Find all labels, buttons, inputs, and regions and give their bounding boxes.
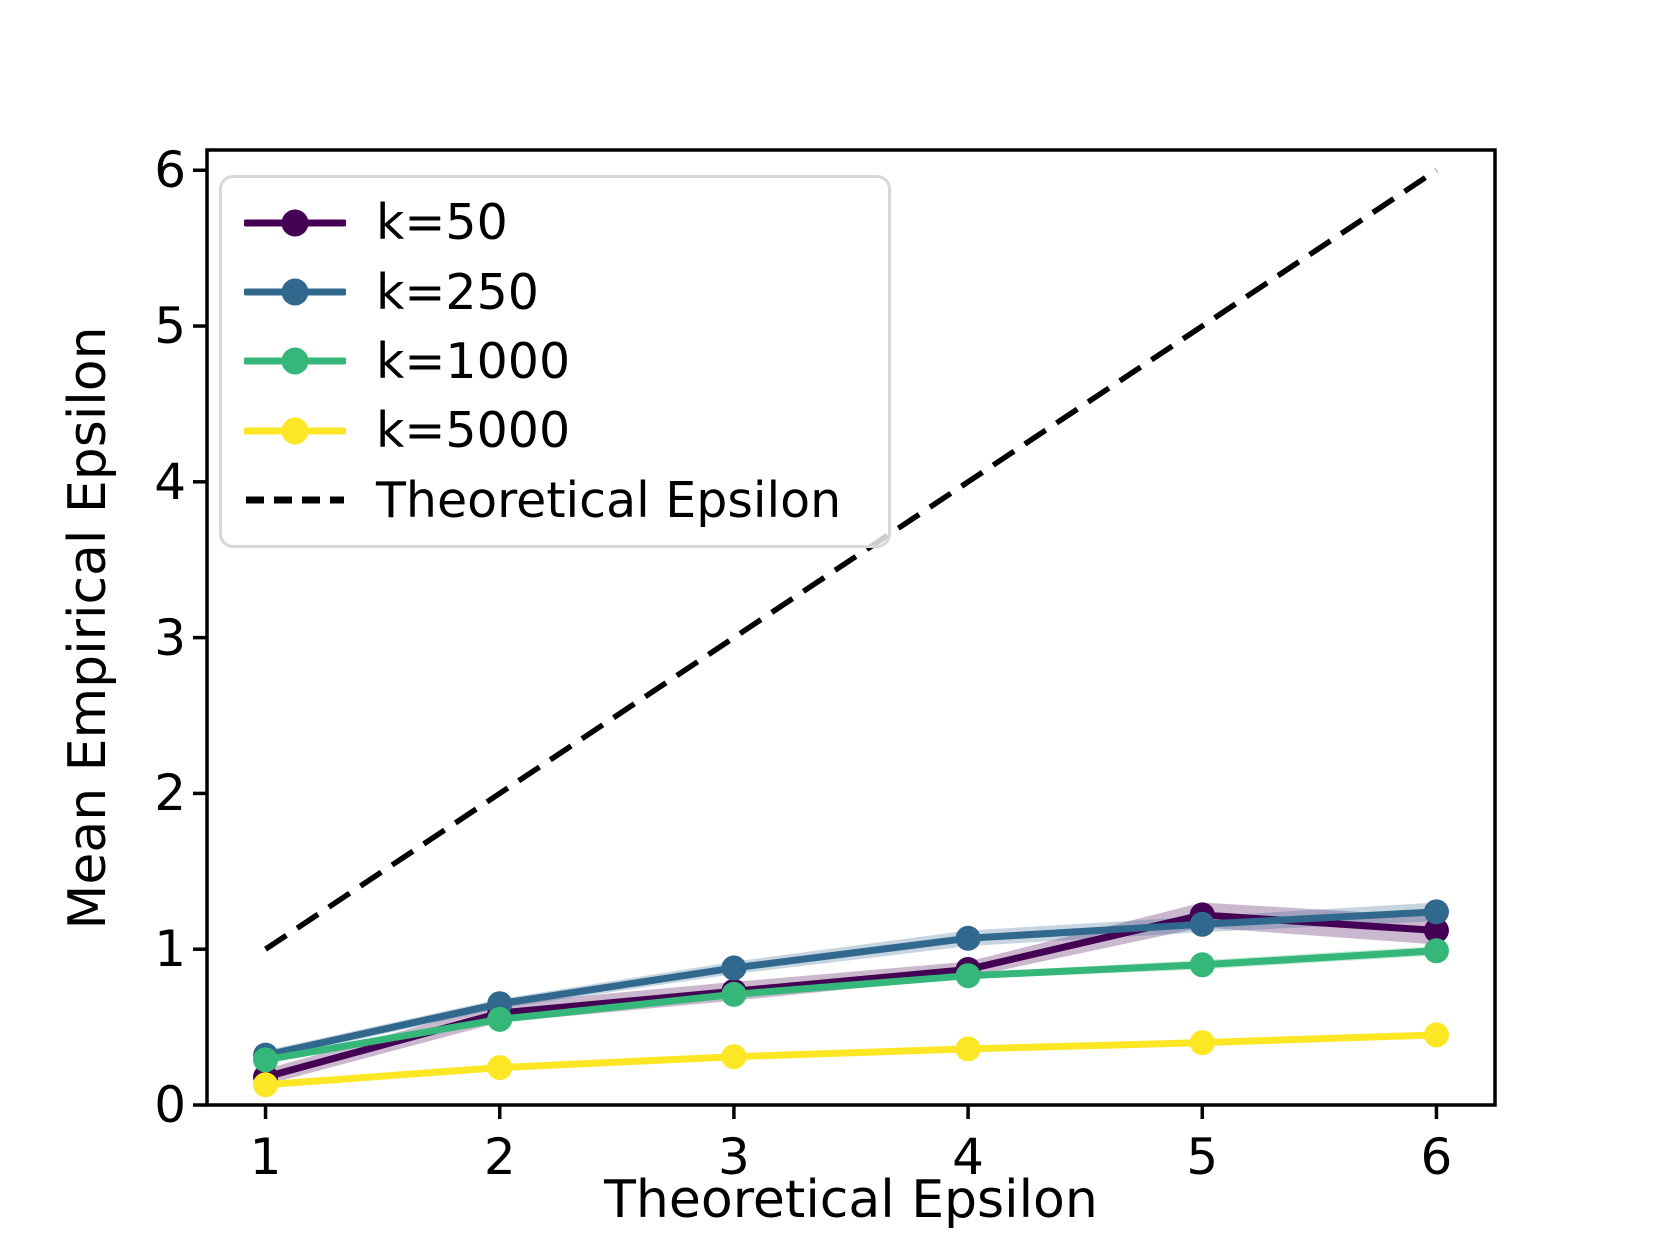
line-marker-icon: [244, 417, 346, 445]
data-point-marker: [955, 925, 981, 951]
data-point-marker: [1423, 1022, 1449, 1048]
line-marker-icon: [244, 347, 346, 375]
x-tick-label: 5: [1186, 1128, 1219, 1186]
data-point-marker: [487, 1055, 513, 1081]
confidence-band: [265, 902, 1437, 1085]
data-point-marker: [721, 1044, 747, 1070]
data-point-marker: [487, 1006, 513, 1032]
y-tick-label: 1: [154, 920, 186, 979]
data-point-marker: [1423, 899, 1449, 925]
data-point-marker: [1189, 952, 1215, 978]
line-marker-icon: [244, 278, 346, 306]
legend-item-k1000: k=1000: [244, 333, 888, 390]
legend-label: k=50: [376, 194, 508, 252]
x-tick-label: 4: [952, 1128, 984, 1186]
data-point-marker: [721, 955, 747, 981]
data-point-marker: [721, 981, 747, 1007]
data-point-marker: [1423, 938, 1449, 964]
x-tick-label: 1: [249, 1128, 282, 1186]
legend-item-k250: k=250: [244, 264, 888, 321]
legend-label: k=5000: [376, 402, 571, 460]
x-tick-label: 2: [483, 1128, 516, 1186]
line-marker-icon: [244, 209, 346, 237]
data-point-marker: [1423, 918, 1449, 944]
data-point-marker: [253, 1047, 279, 1073]
legend-label: k=1000: [376, 332, 571, 390]
y-tick-label: 5: [154, 297, 186, 356]
x-tick-label: 6: [1420, 1128, 1453, 1186]
legend: k=50 k=250 k=1000 k=5000 Theoretical Eps…: [219, 175, 891, 548]
series-line: [262, 947, 1440, 1064]
y-axis-label: Mean Empirical Epsilon: [58, 325, 118, 930]
data-point-marker: [955, 1036, 981, 1062]
y-tick-label: 6: [154, 141, 186, 200]
x-tick-label: 3: [718, 1128, 750, 1186]
axes-spines: [205, 148, 1497, 1107]
legend-item-theoretical-epsilon: Theoretical Epsilon: [244, 472, 888, 529]
series-line: [262, 1031, 1440, 1089]
y-tick-label: 2: [154, 764, 186, 823]
dashed-line-icon: [246, 496, 344, 504]
legend-label: Theoretical Epsilon: [376, 471, 842, 529]
x-axis-label: Theoretical Epsilon: [604, 1170, 1098, 1230]
y-tick-label: 3: [154, 608, 186, 667]
data-point-marker: [1189, 1030, 1215, 1056]
theoretical-epsilon-line: [264, 167, 1438, 952]
y-tick-label: 0: [154, 1076, 186, 1134]
legend-item-k5000: k=5000: [244, 402, 888, 459]
legend-item-k50: k=50: [244, 194, 888, 251]
y-tick-label: 4: [154, 452, 186, 511]
series-line: [262, 908, 1440, 1059]
data-point-marker: [955, 963, 981, 989]
data-point-marker: [253, 1072, 279, 1098]
legend-label: k=250: [376, 263, 539, 321]
data-point-marker: [1189, 911, 1215, 937]
